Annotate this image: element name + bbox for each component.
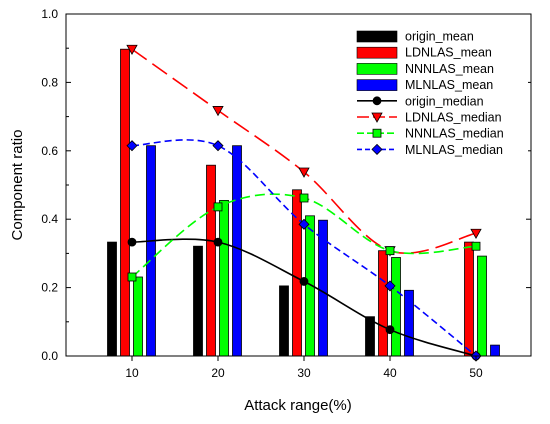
y-tick-label: 0.6 xyxy=(41,144,58,158)
legend-marker-nnnlas-median xyxy=(372,128,382,138)
marker-mlnlas-median-10 xyxy=(126,140,138,152)
marker-nnnlas-median-30 xyxy=(299,193,309,203)
line-nnnlas-median xyxy=(131,193,477,278)
marker-origin-median-20 xyxy=(213,237,223,247)
legend-label: origin_mean xyxy=(405,30,474,44)
marker-nnnlas-median-40 xyxy=(385,246,395,256)
x-tick-label: 20 xyxy=(211,366,225,380)
marker-mlnlas-median-40 xyxy=(384,280,396,292)
marker-origin-median-40 xyxy=(385,325,395,335)
legend-label: origin_median xyxy=(405,94,484,108)
bar-mlnlas-mean-10 xyxy=(146,145,156,357)
legend-label: LDNLAS_mean xyxy=(405,46,492,60)
bar-ldnlas-mean-40 xyxy=(378,250,388,357)
bar-origin-mean-30 xyxy=(279,285,289,357)
marker-ldnlas-median-10 xyxy=(126,44,138,56)
y-tick-label: 1.0 xyxy=(41,7,58,21)
x-tick-label: 50 xyxy=(469,366,483,380)
marker-origin-median-10 xyxy=(127,237,137,247)
legend-label: MLNLAS_median xyxy=(405,143,503,157)
x-axis-title: Attack range(%) xyxy=(244,397,352,414)
bar-ldnlas-mean-10 xyxy=(120,48,130,357)
bar-mlnlas-mean-50 xyxy=(490,344,500,357)
legend-swatch-origin-mean xyxy=(356,30,398,43)
legend-marker-mlnlas-median xyxy=(371,143,383,155)
legend-label: LDNLAS_median xyxy=(405,111,502,125)
y-axis-title: Component ratio xyxy=(9,130,26,241)
marker-ldnlas-median-30 xyxy=(298,167,310,178)
marker-origin-median-30 xyxy=(299,277,309,286)
line-origin-median xyxy=(131,238,477,357)
bar-nnnlas-mean-20 xyxy=(219,199,229,357)
marker-mlnlas-median-30 xyxy=(298,218,310,230)
legend-label: MLNLAS_mean xyxy=(405,78,493,92)
legend-marker-ldnlas-median xyxy=(371,112,383,123)
x-tick-label: 10 xyxy=(125,366,139,380)
legend-label: NNNLAS_mean xyxy=(405,62,494,76)
x-tick-label: 40 xyxy=(383,366,397,380)
legend-label: NNNLAS_median xyxy=(405,127,504,141)
bar-origin-mean-20 xyxy=(193,245,203,357)
bar-nnnlas-mean-40 xyxy=(391,257,401,357)
bar-nnnlas-mean-10 xyxy=(133,276,143,357)
marker-ldnlas-median-50 xyxy=(470,228,482,240)
bar-ldnlas-mean-50 xyxy=(464,241,474,357)
bar-origin-mean-10 xyxy=(107,241,117,357)
legend-swatch-nnnlas-mean xyxy=(356,63,398,75)
marker-nnnlas-median-10 xyxy=(127,272,137,282)
legend-swatch-ldnlas-mean xyxy=(356,46,398,59)
marker-ldnlas-median-20 xyxy=(212,106,224,117)
y-tick-label: 0.4 xyxy=(41,212,58,226)
marker-mlnlas-median-20 xyxy=(212,140,224,152)
y-tick-label: 0.0 xyxy=(41,349,58,363)
legend-swatch-mlnlas-mean xyxy=(356,79,398,91)
y-tick-label: 0.8 xyxy=(41,75,58,89)
axes-layer: 0.0 0.2 0.4 0.6 0.8 1.0 10 20 30 40 50 xyxy=(41,7,531,380)
x-tick-label: 30 xyxy=(297,366,311,380)
y-tick-label: 0.2 xyxy=(41,281,58,295)
markers-layer xyxy=(126,44,482,362)
bars-layer xyxy=(107,48,500,357)
bar-mlnlas-mean-20 xyxy=(232,145,242,357)
marker-nnnlas-median-50 xyxy=(471,241,481,251)
legend: origin_mean LDNLAS_mean NNNLAS_mean MLNLAS_… xyxy=(352,26,528,164)
legend-marker-origin-median xyxy=(372,96,382,106)
bar-origin-mean-40 xyxy=(365,316,375,357)
marker-nnnlas-median-20 xyxy=(213,202,223,212)
bar-ldnlas-mean-20 xyxy=(206,164,216,357)
bar-nnnlas-mean-50 xyxy=(477,255,487,357)
